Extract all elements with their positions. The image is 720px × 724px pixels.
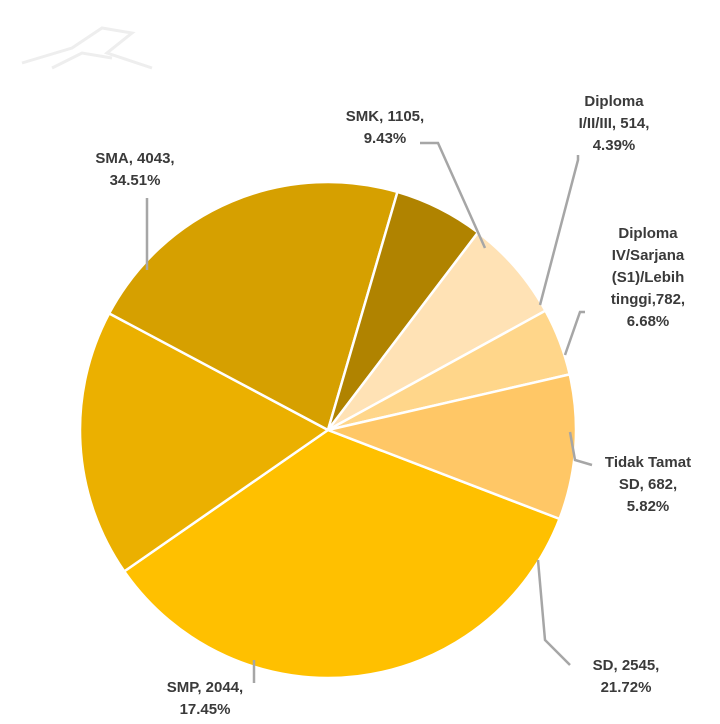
leader-line-smk <box>420 141 487 249</box>
data-label-line: 6.68% <box>627 313 670 330</box>
data-label-line: 34.51% <box>110 172 161 189</box>
data-label-tidak-tamat-sd: Tidak Tamat SD, 682, 5.82% <box>605 454 691 515</box>
data-labels: SMA, 4043, 34.51% SMP, 2044, 17.45% SD, 2545… <box>95 93 691 718</box>
data-label-diploma-i-ii-iii: Diploma I/II/III, 514, 4.39% <box>579 93 650 154</box>
pie-slice-smp <box>78 312 330 573</box>
data-label-line: Tidak Tamat <box>605 454 691 471</box>
data-label-line: IV/Sarjana <box>612 247 685 264</box>
data-label-line: 5.82% <box>627 498 670 515</box>
data-label-line: SMK, 1105, <box>346 108 424 125</box>
data-label-line: 21.72% <box>601 679 652 696</box>
data-label-diploma-iv-sarjana-s1-lebih-tinggi: Diploma IV/Sarjana (S1)/Lebih tinggi,782, 6.… <box>611 225 685 330</box>
leader-line-diploma-iv-sarjana-s1-lebih-tinggi <box>563 310 585 356</box>
leader-line-sd <box>536 559 571 666</box>
data-label-line: SMA, 4043, <box>95 150 174 167</box>
data-label-line: 17.45% <box>180 701 231 718</box>
leader-line-tidak-tamat-sd <box>568 431 593 467</box>
data-label-line: SMP, 2044, <box>167 679 243 696</box>
data-label-line: Diploma <box>584 93 644 110</box>
pie-slice-sma <box>123 428 561 680</box>
data-label-line: (S1)/Lebih <box>612 269 685 286</box>
data-label-line: SD, 2545, <box>593 657 660 674</box>
leader-lines <box>145 141 593 683</box>
pie-slice-sd <box>107 180 399 432</box>
data-label-sd: SD, 2545, 21.72% <box>593 657 660 696</box>
data-label-line: I/II/III, 514, <box>579 115 650 132</box>
data-label-line: tinggi,782, <box>611 291 685 308</box>
data-label-sma: SMA, 4043, 34.51% <box>95 150 174 189</box>
data-label-line: SD, 682, <box>619 476 677 493</box>
pie-slice-smk <box>326 373 578 521</box>
watermark-logo <box>21 26 153 70</box>
pie-slices <box>78 180 578 680</box>
data-label-smp: SMP, 2044, 17.45% <box>167 679 243 718</box>
data-label-line: Diploma <box>618 225 678 242</box>
leader-line-diploma-i-ii-iii <box>538 155 580 306</box>
data-label-line: 4.39% <box>593 137 636 154</box>
data-label-smk: SMK, 1105, 9.43% <box>346 108 424 147</box>
data-label-line: 9.43% <box>364 130 407 147</box>
